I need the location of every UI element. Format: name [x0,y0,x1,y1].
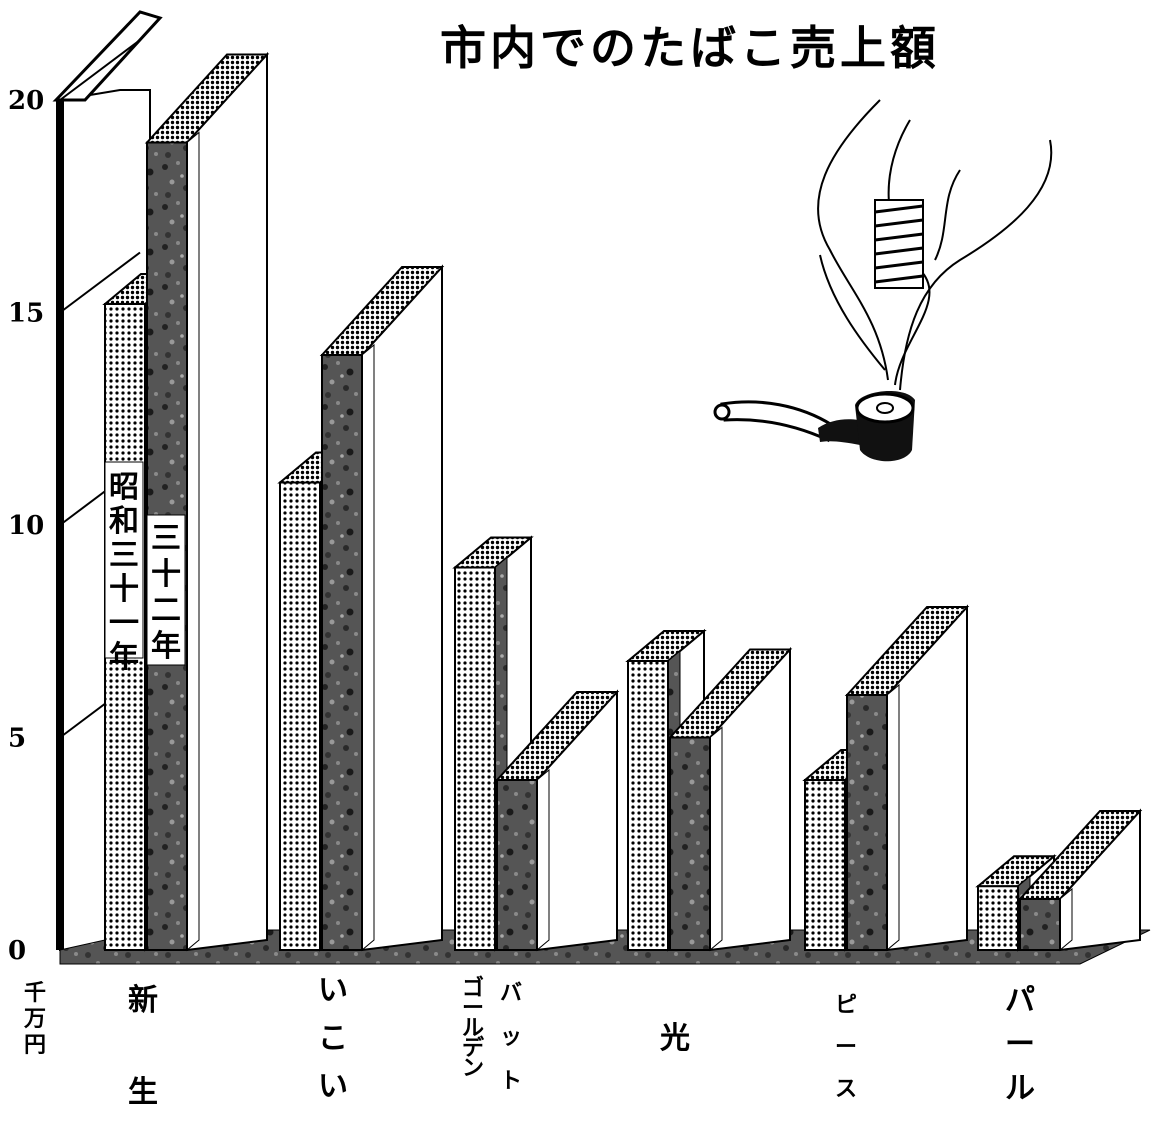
bar-front-face [321,354,363,951]
y-axis-unit-char: 万 [23,1006,46,1032]
category-char: ゴ [462,975,484,1001]
category-char: ー [462,995,484,1021]
category-char: 光 [660,1021,690,1056]
category-char: ス [835,1076,857,1102]
category-char: ト [500,1068,522,1094]
bar-ikoi-series-2 [319,264,445,952]
category-char: い [318,1069,348,1104]
legend-char: 三 [109,538,139,573]
category-char: ン [462,1055,484,1081]
bar-side-face [1059,887,1073,952]
legend-char: 年 [151,629,181,664]
y-axis-unit-char: 千 [24,980,46,1006]
category-char: ピ [835,992,857,1018]
y-gridline [59,251,141,314]
y-tick-label: 5 [8,724,26,754]
bar-front-face [279,481,321,951]
legend-char: 昭 [109,470,139,505]
bar-side-face [361,343,375,952]
legend-label-1957: 三十二年 [151,521,181,664]
legend: 昭和三十一年 三十二年 [104,461,186,675]
legend-char: 一 [109,606,139,641]
category-char: パ [1005,983,1035,1018]
bar-front-face [627,660,669,951]
bar-front-face [846,694,888,951]
category-char: ー [835,1034,857,1060]
bar-hikari-series-2 [667,646,793,952]
tobacco-pack-icon [874,199,924,289]
bar-side-face [536,768,550,952]
category-char: デ [462,1035,485,1061]
category-char: バ [500,980,522,1006]
legend-char: 年 [109,640,139,675]
bar-pearl-series-2 [1017,808,1143,952]
bars [102,51,1143,952]
legend-char: 三 [151,521,181,556]
category-char: い [318,973,348,1008]
category-char: こ [318,1021,348,1056]
category-char: 生 [128,1075,158,1110]
smoking-pipe-icon [713,99,1053,462]
bar-peace-series-2 [844,604,970,952]
bar-golden-bat-series-2 [494,689,620,952]
y-axis-unit-char: 円 [24,1032,46,1058]
category-char: ッ [500,1024,522,1050]
category-char: ル [462,1015,484,1041]
bar-front-face [669,736,711,951]
y-tick-label: 15 [8,299,44,329]
legend-box-1956 [104,461,144,659]
category-label-peace: ピース [835,992,857,1102]
legend-char: 十 [109,572,139,607]
bar-side-face [886,683,900,952]
category-label-bat: バット [500,980,522,1094]
bar-side-face [186,131,200,952]
bar-side-face [709,726,723,952]
category-char: ー [1005,1027,1035,1062]
bar-front-face [1019,898,1061,951]
legend-label-1956: 昭和三十一年 [109,470,139,675]
wall-top-cap [52,10,163,102]
category-char: ル [1005,1071,1035,1106]
category-label-pearl: パール [1005,983,1035,1106]
bar-front-face [804,779,846,951]
legend-box-1957 [146,514,186,666]
y-gridline [59,39,141,101]
bar-front-face [496,779,538,951]
bar-front-face [454,566,496,951]
category-label-shinsei: 新生 [128,983,158,1110]
category-label-ikoi: いこい [318,973,348,1104]
legend-char: 二 [151,593,181,628]
category-label-hikari: 光 [660,1021,690,1056]
legend-char: 十 [151,557,181,592]
y-tick-label: 10 [8,511,44,541]
category-char: 新 [128,983,158,1018]
y-tick-label: 20 [8,86,44,116]
bar-front-face [977,885,1019,951]
legend-char: 和 [109,504,139,539]
y-tick-label: 0 [8,936,26,966]
bar-shinsei-series-2 [144,51,270,952]
chart-title: 市内でのたばこ売上額 [440,21,940,75]
